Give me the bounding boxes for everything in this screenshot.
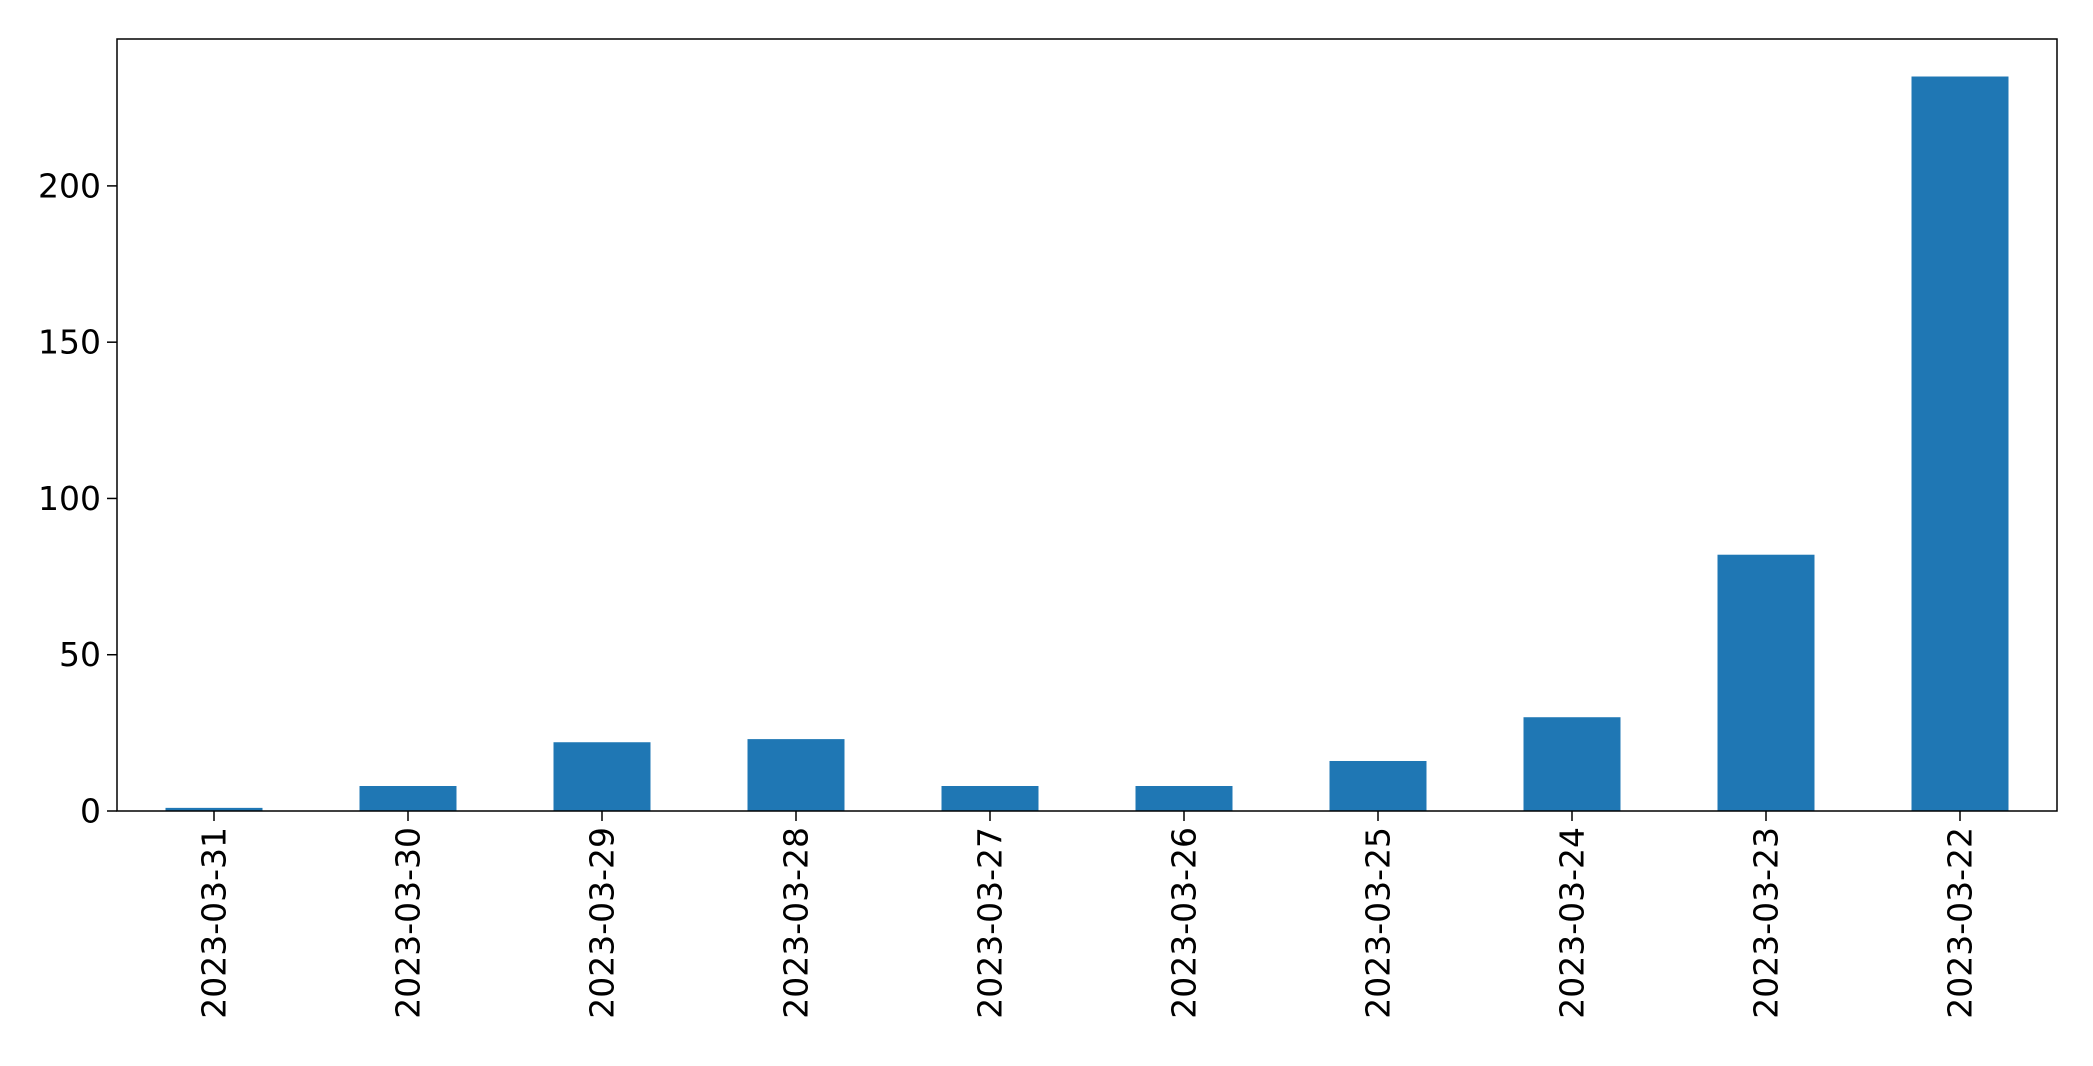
bar-2023-03-23	[1717, 554, 1815, 811]
bar-2023-03-29	[553, 742, 651, 811]
x-tick-label-2023-03-24: 2023-03-24	[1553, 827, 1592, 1019]
x-tick-label-2023-03-23: 2023-03-23	[1747, 827, 1786, 1019]
y-tick-label-150: 150	[38, 323, 101, 362]
x-tick-label-2023-03-28: 2023-03-28	[777, 827, 816, 1019]
x-tick-label-2023-03-27: 2023-03-27	[971, 827, 1010, 1019]
x-tick-label-2023-03-22: 2023-03-22	[1941, 827, 1980, 1019]
bar-2023-03-30	[359, 786, 457, 811]
bar-2023-03-25	[1329, 760, 1427, 811]
bar-2023-03-26	[1135, 786, 1233, 811]
axes-layer	[107, 38, 2058, 821]
plot-frame	[116, 38, 2058, 812]
bar-2023-03-28	[747, 739, 845, 811]
y-tick-label-100: 100	[38, 479, 101, 518]
bars-layer	[165, 76, 2009, 811]
x-tick-label-2023-03-31: 2023-03-31	[195, 827, 234, 1019]
y-tick-label-200: 200	[38, 166, 101, 205]
y-tick-label-0: 0	[80, 792, 101, 831]
x-tick-label-2023-03-30: 2023-03-30	[389, 827, 428, 1019]
x-tick-label-2023-03-26: 2023-03-26	[1165, 827, 1204, 1019]
bar-2023-03-27	[941, 786, 1039, 811]
labels-layer: 0 50 100 150 200 2023-03-31 2023-03-30 2023-03-…	[38, 166, 1980, 1018]
bar-2023-03-24	[1523, 717, 1621, 811]
x-tick-label-2023-03-29: 2023-03-29	[583, 827, 622, 1019]
y-tick-label-50: 50	[59, 635, 101, 674]
x-tick-label-2023-03-25: 2023-03-25	[1359, 827, 1398, 1019]
bar-2023-03-22	[1911, 76, 2009, 811]
bar-2023-03-31	[165, 807, 263, 811]
